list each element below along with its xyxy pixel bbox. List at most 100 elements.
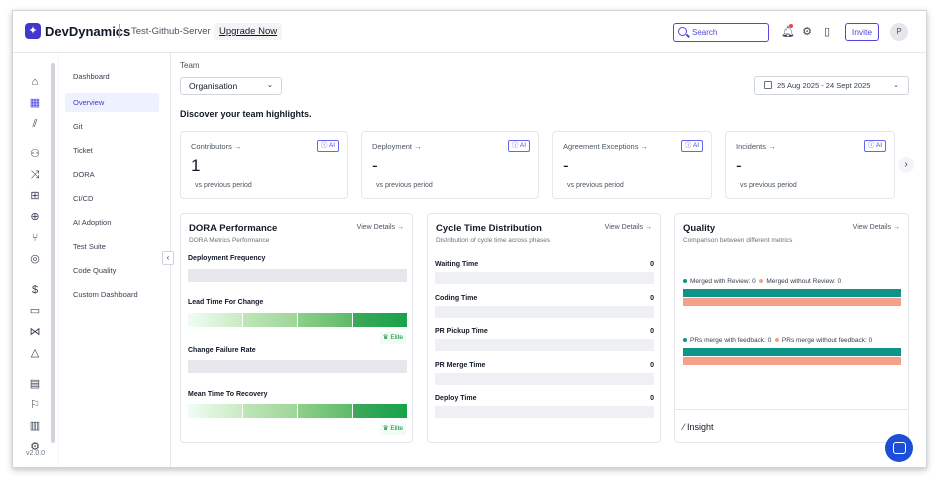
nav-item-ticket[interactable]: Ticket [73, 146, 93, 155]
nav-item-cicd[interactable]: CI/CD [73, 194, 94, 203]
agreement-exceptions-card[interactable]: Agreement Exceptions → ⓘ AI - vs previou… [552, 131, 712, 199]
bell-icon[interactable]: 🔔︎ [781, 26, 795, 38]
search-analytics-icon[interactable]: ⊕ [30, 211, 40, 223]
brand-name[interactable]: DevDynamics [45, 24, 131, 39]
phase-value: 0 [650, 261, 654, 268]
grid-icon[interactable]: ⊞ [30, 190, 40, 202]
devdynamics-logo-icon[interactable]: ✦ [25, 23, 41, 39]
nav-item-custom-dashboard[interactable]: Custom Dashboard [73, 290, 138, 299]
card-subtext: vs previous period [376, 182, 433, 189]
book-icon[interactable]: ▯ [823, 26, 831, 38]
salmon-dot [759, 279, 764, 284]
phase-bar [435, 306, 654, 318]
nav-item-test-suite[interactable]: Test Suite [73, 242, 106, 251]
sub-nav: Dashboard Overview Git Ticket DORA CI/CD… [59, 53, 171, 467]
main-content: Team Organisation ⌄ 25 Aug 2025 - 24 Sep… [179, 53, 926, 467]
no-feedback-bar [683, 357, 901, 365]
phase-label: Deploy Time [435, 395, 477, 402]
settings-icon[interactable]: ⚙ [30, 441, 40, 453]
teal-dot [683, 338, 687, 343]
phase-label: PR Merge Time [435, 362, 486, 369]
upgrade-button[interactable]: Upgrade Now [214, 23, 283, 40]
nav-item-dashboard[interactable]: Dashboard [73, 72, 110, 81]
team-label: Team [180, 61, 200, 70]
card-title[interactable]: Contributors → [191, 142, 242, 151]
notification-dot [789, 24, 793, 28]
document-icon[interactable]: ▤ [29, 378, 41, 390]
card-value: 1 [191, 156, 201, 175]
app-window: ✦ DevDynamics Test-Github-Server Upgrade… [12, 10, 927, 468]
target-icon[interactable]: ◎ [30, 253, 40, 265]
card-subtext: vs previous period [567, 182, 624, 189]
flag-icon[interactable]: ⚐ [30, 399, 40, 411]
nav-item-dora[interactable]: DORA [73, 170, 95, 179]
shuffle-icon[interactable]: ⤨ [30, 169, 40, 181]
feedback-legend: PRs merge with feedback: 0 PRs merge wit… [683, 337, 872, 344]
search-icon [678, 27, 687, 36]
chat-launcher-button[interactable] [885, 434, 913, 462]
card-title[interactable]: Incidents → [736, 142, 776, 151]
elite-badge: ♛ Elite [379, 423, 406, 435]
nav-item-overview[interactable]: Overview [65, 93, 159, 112]
contributors-card[interactable]: Contributors → ⓘ AI 1 vs previous period [180, 131, 348, 199]
chevron-down-icon: ⌄ [267, 82, 273, 89]
ai-badge[interactable]: ⓘ AI [863, 140, 886, 152]
phase-value: 0 [650, 295, 654, 302]
carousel-next-button[interactable]: › [898, 157, 914, 173]
gear-icon[interactable]: ⚙ [802, 26, 812, 38]
chevron-down-icon: ⌄ [893, 82, 899, 89]
date-range-picker[interactable]: 25 Aug 2025 - 24 Sept 2025 ⌄ [754, 76, 909, 95]
panel-subtitle: Comparison between different metrics [683, 237, 793, 244]
card-value: - [372, 156, 378, 175]
nav-item-ai-adoption[interactable]: AI Adoption [73, 218, 112, 227]
nav-item-git[interactable]: Git [73, 122, 83, 131]
salmon-dot [774, 338, 779, 343]
avatar[interactable]: P [890, 23, 908, 41]
invite-button[interactable]: Invite [845, 23, 879, 41]
ai-badge[interactable]: ⓘ AI [507, 140, 530, 152]
card-title[interactable]: Deployment → [372, 142, 422, 151]
version-label: v2.0.0 [26, 450, 46, 457]
incidents-card[interactable]: Incidents → ⓘ AI - vs previous period [725, 131, 895, 199]
top-bar: ✦ DevDynamics Test-Github-Server Upgrade… [13, 11, 926, 53]
insight-button[interactable]: ⁄ Insight [683, 422, 714, 432]
divider [675, 409, 908, 410]
alert-icon[interactable]: △ [30, 347, 40, 359]
phase-label: Waiting Time [435, 261, 479, 268]
lead-time-bar [188, 313, 408, 327]
view-details-link[interactable]: View Details → [356, 224, 404, 231]
team-select-value: Organisation [189, 81, 238, 91]
page-headline: Discover your team highlights. [180, 109, 312, 119]
deployment-card[interactable]: Deployment → ⓘ AI - vs previous period [361, 131, 539, 199]
team-icon[interactable]: ⚇ [30, 148, 40, 160]
report-icon[interactable]: ▥ [29, 420, 41, 432]
workflow-icon[interactable]: ⋈ [29, 326, 41, 338]
ai-badge[interactable]: ⓘ AI [316, 140, 339, 152]
dashboard-icon[interactable]: ▦ [29, 97, 41, 109]
icon-rail: ⌂ ▦ ⫽ ⚇ ⤨ ⊞ ⊕ ⑂ ◎ $ ▭ ⋈ △ ▤ ⚐ ▥ ⚙ v2.0.0 [13, 53, 59, 467]
feedback-bar [683, 348, 901, 356]
card-title[interactable]: Agreement Exceptions → [563, 142, 649, 151]
phase-bar [435, 406, 654, 418]
view-details-link[interactable]: View Details → [852, 224, 900, 231]
calendar-icon [764, 81, 772, 89]
metric-label: Mean Time To Recovery [188, 391, 268, 398]
review-legend: Merged with Review: 0 Merged without Rev… [683, 278, 841, 285]
view-details-link[interactable]: View Details → [604, 224, 652, 231]
trend-icon[interactable]: ⫽ [32, 118, 38, 130]
search-input[interactable]: Search [673, 23, 769, 42]
home-icon[interactable]: ⌂ [31, 76, 39, 88]
divider [119, 24, 120, 38]
card-value: - [736, 156, 742, 175]
nav-item-code-quality[interactable]: Code Quality [73, 266, 117, 275]
pull-request-icon[interactable]: ⑂ [31, 232, 39, 244]
ai-badge[interactable]: ⓘ AI [680, 140, 703, 152]
rail-scrollbar[interactable] [51, 63, 55, 443]
dollar-icon[interactable]: $ [31, 284, 39, 296]
calendar-icon[interactable]: ▭ [29, 305, 41, 317]
card-value: - [563, 156, 569, 175]
team-select[interactable]: Organisation ⌄ [180, 77, 282, 95]
panel-subtitle: Distribution of cycle time across phases [436, 237, 551, 244]
collapse-sidebar-button[interactable]: ‹ [162, 251, 174, 265]
panel-title: Quality [683, 223, 716, 234]
